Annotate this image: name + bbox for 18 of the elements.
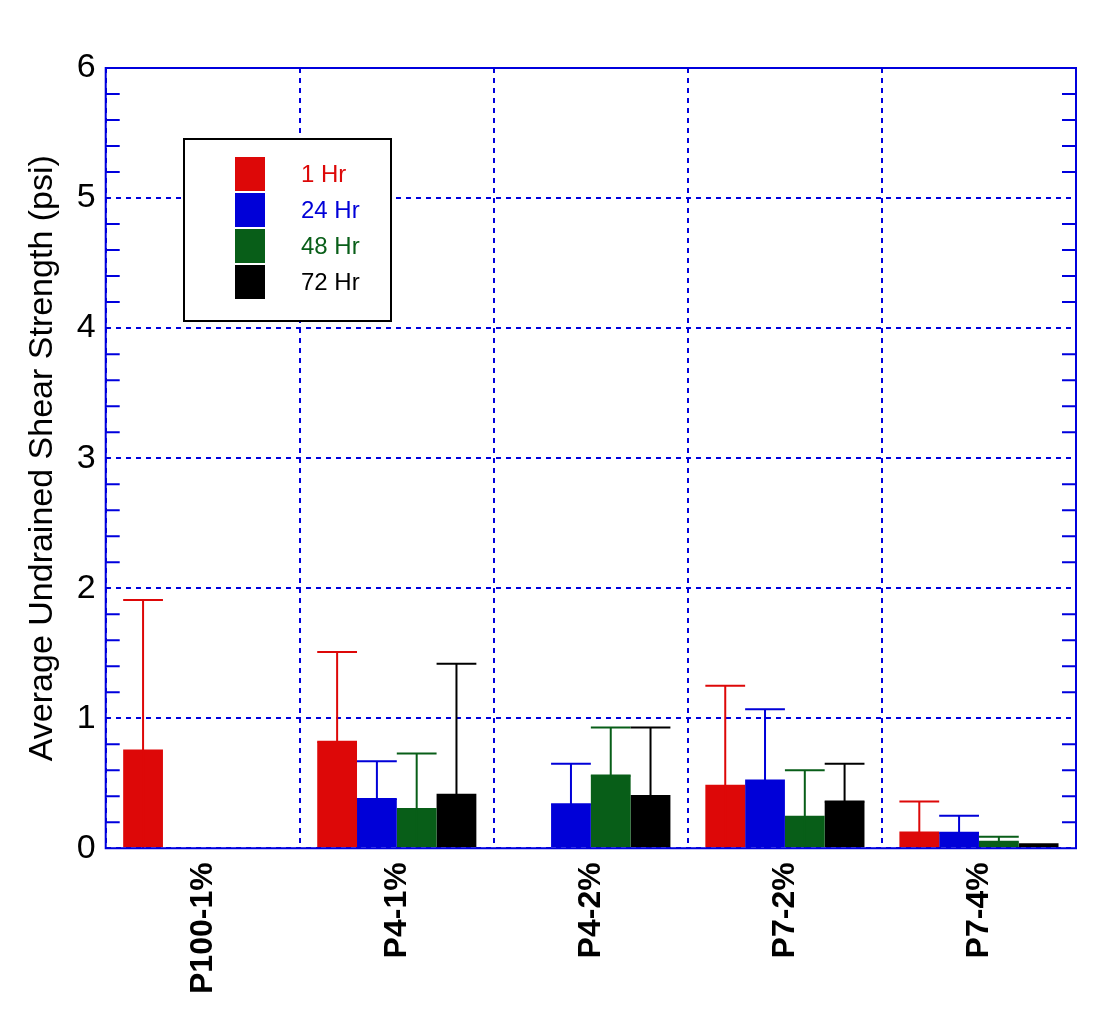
- y-tick-label: 5: [76, 176, 96, 215]
- x-tick-label: P7-4%: [958, 862, 995, 959]
- y-tick-label: 6: [76, 46, 96, 85]
- legend-label: 24 Hr: [301, 196, 360, 224]
- y-tick-label: 0: [76, 826, 96, 865]
- y-tick-label: 3: [76, 436, 96, 475]
- x-tick-label: P100-1%: [182, 862, 219, 994]
- legend-label: 1 Hr: [301, 160, 347, 188]
- y-tick-label: 2: [76, 566, 96, 605]
- x-tick-label: P7-2%: [764, 862, 801, 959]
- y-tick-label: 4: [76, 306, 96, 345]
- y-tick-label: 1: [76, 696, 96, 735]
- x-tick-label: P4-1%: [376, 862, 413, 959]
- legend-label: 48 Hr: [301, 232, 360, 260]
- x-tick-label: P4-2%: [570, 862, 607, 959]
- bar: [1018, 843, 1059, 848]
- y-axis-title: Average Undrained Shear Strength (psi): [20, 155, 59, 762]
- legend-label: 72 Hr: [301, 268, 360, 296]
